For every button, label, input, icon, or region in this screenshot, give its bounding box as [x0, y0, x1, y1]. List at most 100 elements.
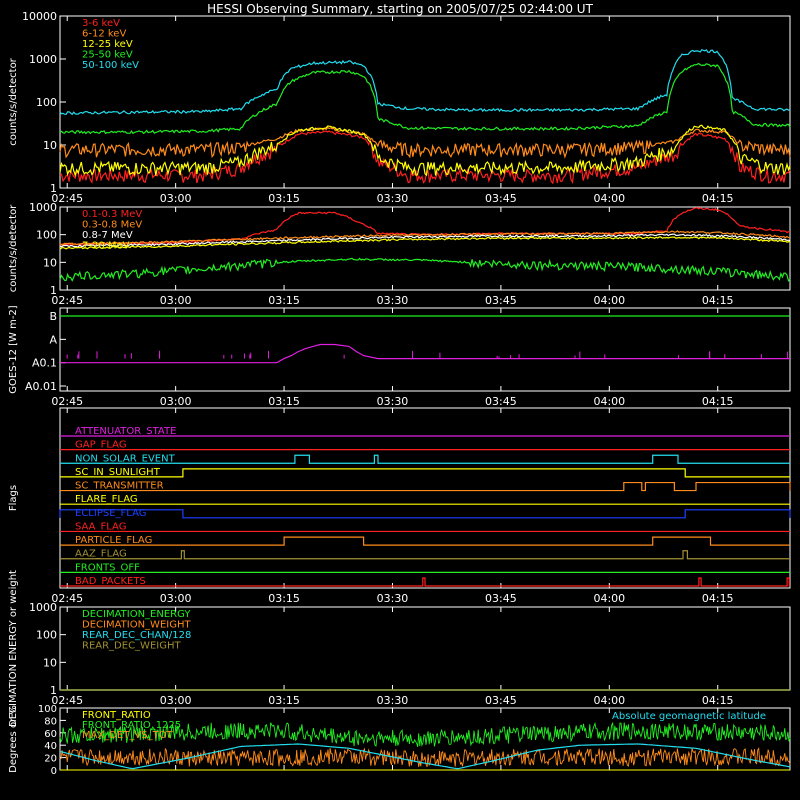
x-tick-label: 04:15 — [702, 192, 734, 205]
flag-label: FLARE_FLAG — [75, 494, 138, 505]
flag-label: BAD_PACKETS — [75, 576, 146, 587]
panel-lightcurves-low: 02:45 03:00 03:15 03:30 03:45 04:00 04:15 count… — [8, 10, 791, 205]
x-tick-label: 03:15 — [268, 395, 300, 408]
x-tick-label: 03:45 — [485, 192, 517, 205]
series-line-1 — [59, 230, 791, 246]
flag-label: ECLIPSE_FLAG — [75, 508, 146, 519]
y-axis-label: GOES-12 [W m-2] — [8, 305, 19, 393]
y-tick-label: 1 — [50, 182, 57, 195]
flag-label: SC_TRANSMITTER — [75, 481, 164, 492]
y-tick-label: B — [49, 310, 57, 323]
y-axis-label: DECIMATION ENERGY or weight — [8, 570, 19, 727]
x-tick-label: 04:00 — [593, 294, 625, 307]
y-axis-label: Flags — [8, 485, 19, 511]
y-tick-label: 10000 — [22, 10, 57, 23]
flag-line-aaz-flag — [60, 550, 790, 560]
legend-entry: 0.3-0.8 MeV — [82, 220, 142, 231]
x-tick-label: 04:00 — [593, 192, 625, 205]
x-tick-label: 03:00 — [160, 294, 192, 307]
x-tick-label: 03:15 — [268, 694, 300, 707]
x-tick-label: 03:30 — [377, 192, 409, 205]
legend-entry: 50-100 keV — [82, 60, 139, 71]
flag-label: ATTENUATOR_STATE — [75, 426, 176, 437]
figure-title: HESSI Observing Summary, starting on 200… — [207, 2, 593, 16]
y-tick-label: 100 — [36, 96, 57, 109]
x-tick-label: 03:30 — [377, 694, 409, 707]
y-tick-label: 100 — [36, 229, 57, 242]
x-tick-label: 03:30 — [377, 395, 409, 408]
legend-entry: 12-25 keV — [82, 39, 133, 50]
x-tick-label: 03:00 — [160, 592, 192, 605]
panel-decimation: 02:45 03:00 03:15 03:30 03:45 04:00 04:15 DECIM… — [8, 570, 791, 727]
x-tick-label: 03:45 — [485, 395, 517, 408]
ratio-series-3 — [59, 743, 791, 770]
y-tick-label: 1 — [50, 284, 57, 297]
legend-entry: REAR_DEC_WEIGHT — [82, 641, 181, 652]
series-line-0 — [59, 206, 791, 246]
flag-label: NON_SOLAR_EVENT — [75, 453, 176, 464]
x-tick-label: 03:30 — [377, 294, 409, 307]
y-tick-label: 100 — [36, 629, 57, 642]
flag-line-non-solar-event — [60, 454, 790, 464]
x-tick-label: 03:30 — [377, 592, 409, 605]
goes-series-1 — [60, 343, 790, 364]
legend-entry: 6-12 keV — [82, 29, 126, 40]
flag-line-particle-flag — [60, 536, 790, 546]
y-tick-label: 80 — [44, 716, 57, 727]
y-tick-label: 60 — [44, 729, 57, 740]
x-tick-label: 02:45 — [51, 192, 83, 205]
y-tick-label: 10 — [43, 256, 57, 269]
x-tick-label: 04:00 — [593, 395, 625, 408]
x-tick-label: 03:00 — [160, 192, 192, 205]
y-tick-label: A0.1 — [32, 357, 57, 370]
x-tick-label: 03:45 — [485, 294, 517, 307]
legend-entry: MAX_DET_VS_TOT — [82, 730, 174, 741]
flag-label: GAP_FLAG — [75, 440, 127, 451]
plot-frame — [59, 307, 791, 392]
x-tick-label: 03:15 — [268, 192, 300, 205]
y-axis-label: counts/s/detector — [8, 204, 19, 292]
series-line-4 — [59, 48, 791, 116]
x-tick-label: 04:00 — [593, 592, 625, 605]
ratio-series-1 — [59, 721, 791, 748]
flag-line-sc-in-sunlight — [60, 468, 790, 478]
y-axis-label: Degrees or % — [8, 705, 19, 773]
series-line-4 — [59, 257, 791, 282]
y-axis-label: counts/s/detector — [8, 57, 19, 145]
series-line-2 — [59, 233, 791, 248]
y-tick-label: 1000 — [29, 201, 57, 214]
legend-entry: 7-20 MeV — [82, 241, 130, 252]
legend-entry: DECIMATION_WEIGHT — [82, 620, 191, 631]
x-tick-label: 03:45 — [485, 694, 517, 707]
legend-entry: REAR_DEC_CHAN/128 — [82, 630, 191, 641]
flag-label: SAA_FLAG — [75, 521, 126, 532]
x-tick-label: 03:00 — [160, 694, 192, 707]
y-tick-label: 10 — [43, 656, 57, 669]
flag-line-bad-packets — [60, 577, 790, 587]
x-tick-label: 03:45 — [485, 592, 517, 605]
x-tick-label: 03:15 — [268, 592, 300, 605]
x-tick-label: 04:00 — [593, 694, 625, 707]
flag-line-eclipse-flag — [59, 509, 791, 519]
legend-entry: FRONT_RATIO_1225 — [82, 720, 181, 731]
panel-flags: 02:45 03:00 03:15 03:30 03:45 04:00 04:15 Flags… — [8, 407, 791, 605]
y-tick-label: 100 — [38, 704, 57, 715]
legend-entry: 25-50 keV — [82, 50, 133, 61]
flag-label: SC_IN_SUNLIGHT — [75, 467, 161, 478]
series-line-2 — [59, 124, 791, 178]
plot-frame — [59, 407, 791, 589]
x-tick-label: 02:45 — [51, 395, 83, 408]
ratio-series-2 — [59, 747, 791, 768]
x-tick-label: 03:15 — [268, 294, 300, 307]
x-tick-label: 04:15 — [702, 694, 734, 707]
legend-entry: 0.1-0.3 MeV — [82, 209, 142, 220]
x-tick-label: 04:15 — [702, 395, 734, 408]
y-tick-label: 1000 — [29, 601, 57, 614]
geomagnetic-latitude-label: Absolute geomagnetic latitude — [612, 711, 766, 722]
flag-label: AAZ_FLAG — [75, 549, 127, 560]
series-line-3 — [59, 236, 791, 250]
x-tick-label: 04:15 — [702, 294, 734, 307]
legend-entry: 3-6 keV — [82, 18, 120, 29]
